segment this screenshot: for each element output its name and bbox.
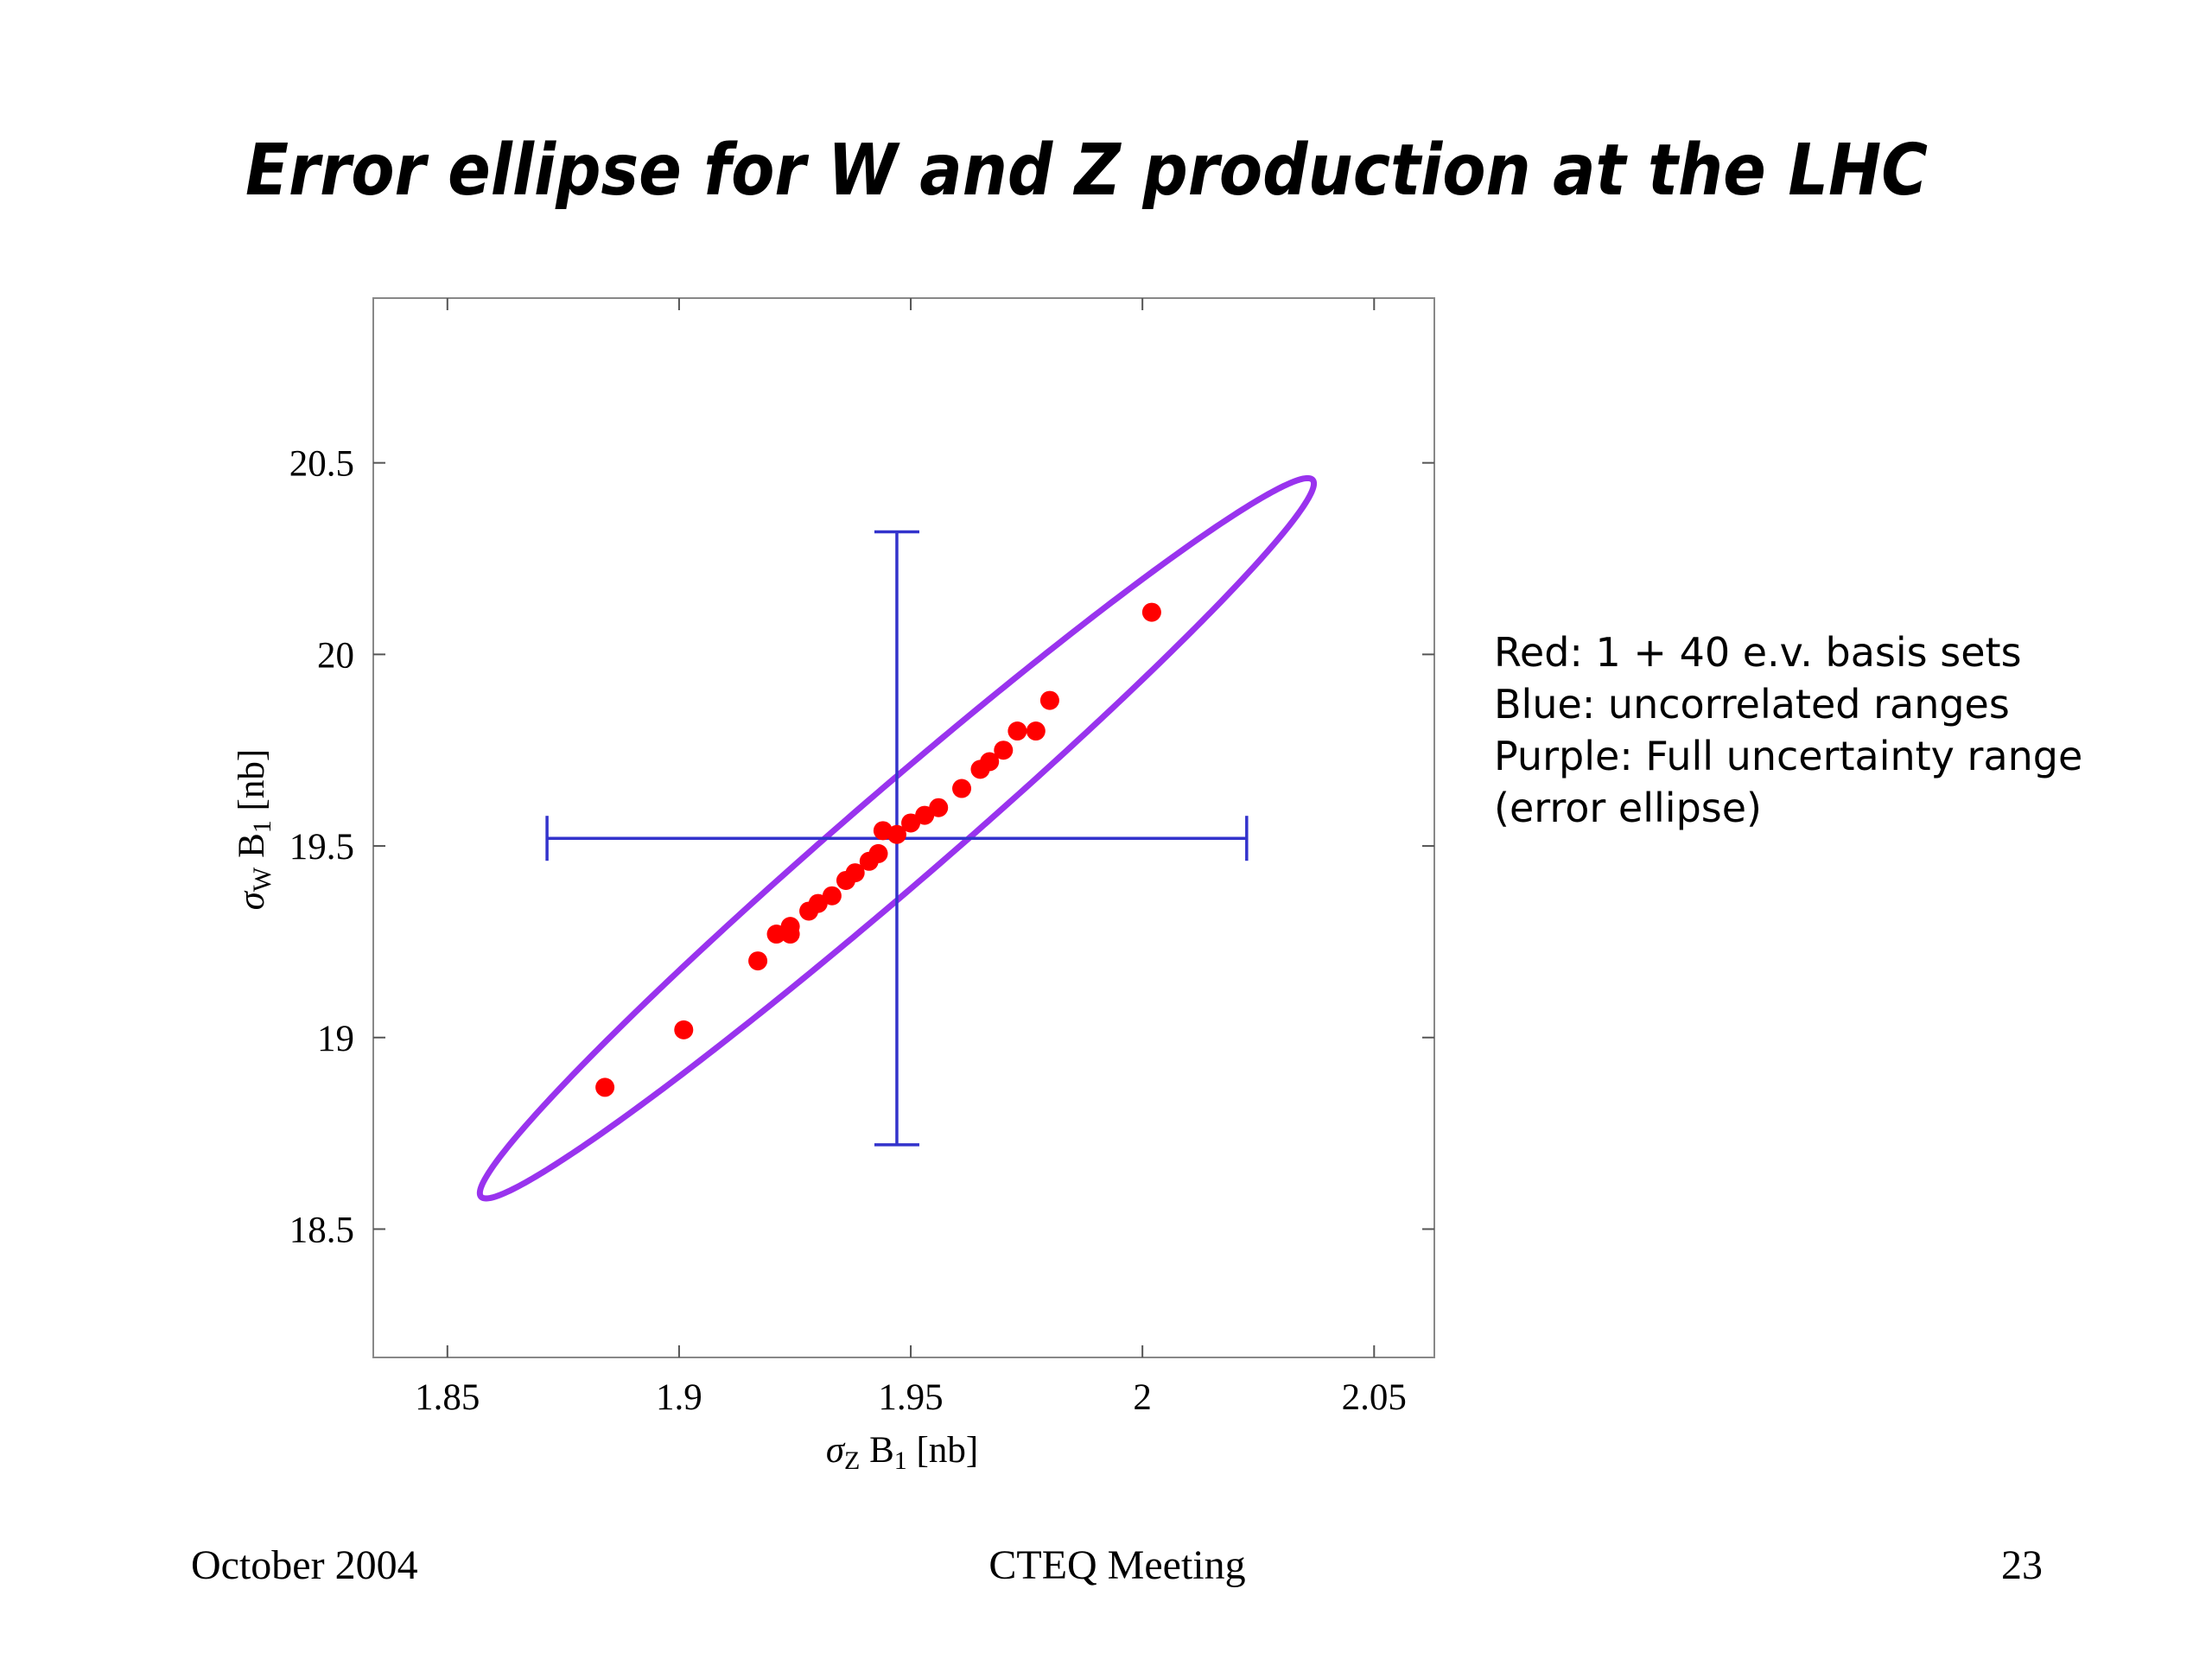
data-point — [980, 752, 1000, 772]
data-point — [901, 813, 921, 833]
data-point — [595, 1077, 615, 1097]
data-point — [808, 893, 828, 913]
annotation: Purple: Full uncertainty range — [1494, 733, 2082, 779]
label-part: σ — [826, 1430, 846, 1471]
data-point — [822, 886, 842, 906]
label-part: B — [232, 833, 272, 867]
label-part: 1 — [248, 820, 276, 833]
label-part: Z — [844, 1446, 860, 1475]
data-point — [915, 805, 935, 825]
x-tick-label: 1.85 — [415, 1377, 480, 1418]
x-tick-label: 2 — [1133, 1377, 1152, 1418]
annotation: Blue: uncorrelated ranges — [1494, 681, 2010, 728]
x-tick-label: 1.95 — [878, 1377, 943, 1418]
chart-title: Error ellipse for W and Z production at … — [245, 130, 1928, 212]
data-point — [994, 741, 1014, 760]
data-point — [929, 798, 949, 817]
label-part: 1 — [894, 1446, 907, 1475]
label-part: B — [860, 1430, 893, 1471]
error-ellipse — [476, 474, 1318, 1202]
data-point — [845, 863, 865, 883]
data-point — [766, 925, 786, 944]
y-tick-label: 19 — [317, 1019, 354, 1059]
data-point — [748, 951, 768, 971]
y-tick-label: 19.5 — [289, 827, 354, 868]
footer-page: 23 — [2001, 1542, 2043, 1588]
data-point — [1039, 690, 1059, 710]
data-point — [1007, 721, 1027, 741]
data-point — [674, 1020, 694, 1039]
x-tick-label: 2.05 — [1342, 1377, 1407, 1418]
plot-frame — [372, 297, 1435, 1358]
data-point — [1141, 602, 1161, 622]
data-point — [780, 917, 800, 937]
label-part: σ — [232, 890, 272, 910]
footer-date: October 2004 — [191, 1542, 418, 1588]
data-point — [1026, 721, 1046, 741]
label-part: [nb] — [907, 1430, 978, 1471]
label-part: [nb] — [232, 749, 272, 820]
y-tick-label: 20 — [317, 635, 354, 676]
annotation: (error ellipse) — [1494, 785, 1762, 831]
data-point — [952, 779, 972, 798]
data-point — [887, 824, 906, 844]
x-tick-label: 1.9 — [656, 1377, 702, 1418]
footer-event: CTEQ Meeting — [988, 1542, 1245, 1588]
y-tick-label: 20.5 — [289, 444, 354, 485]
annotation: Red: 1 + 40 e.v. basis sets — [1494, 629, 2022, 676]
x-axis-label: σZ B1 [nb] — [826, 1430, 978, 1475]
label-part: W — [248, 867, 276, 892]
y-tick-label: 18.5 — [289, 1210, 354, 1250]
y-axis-label: σW B1 [nb] — [232, 749, 276, 910]
data-point — [868, 843, 888, 863]
